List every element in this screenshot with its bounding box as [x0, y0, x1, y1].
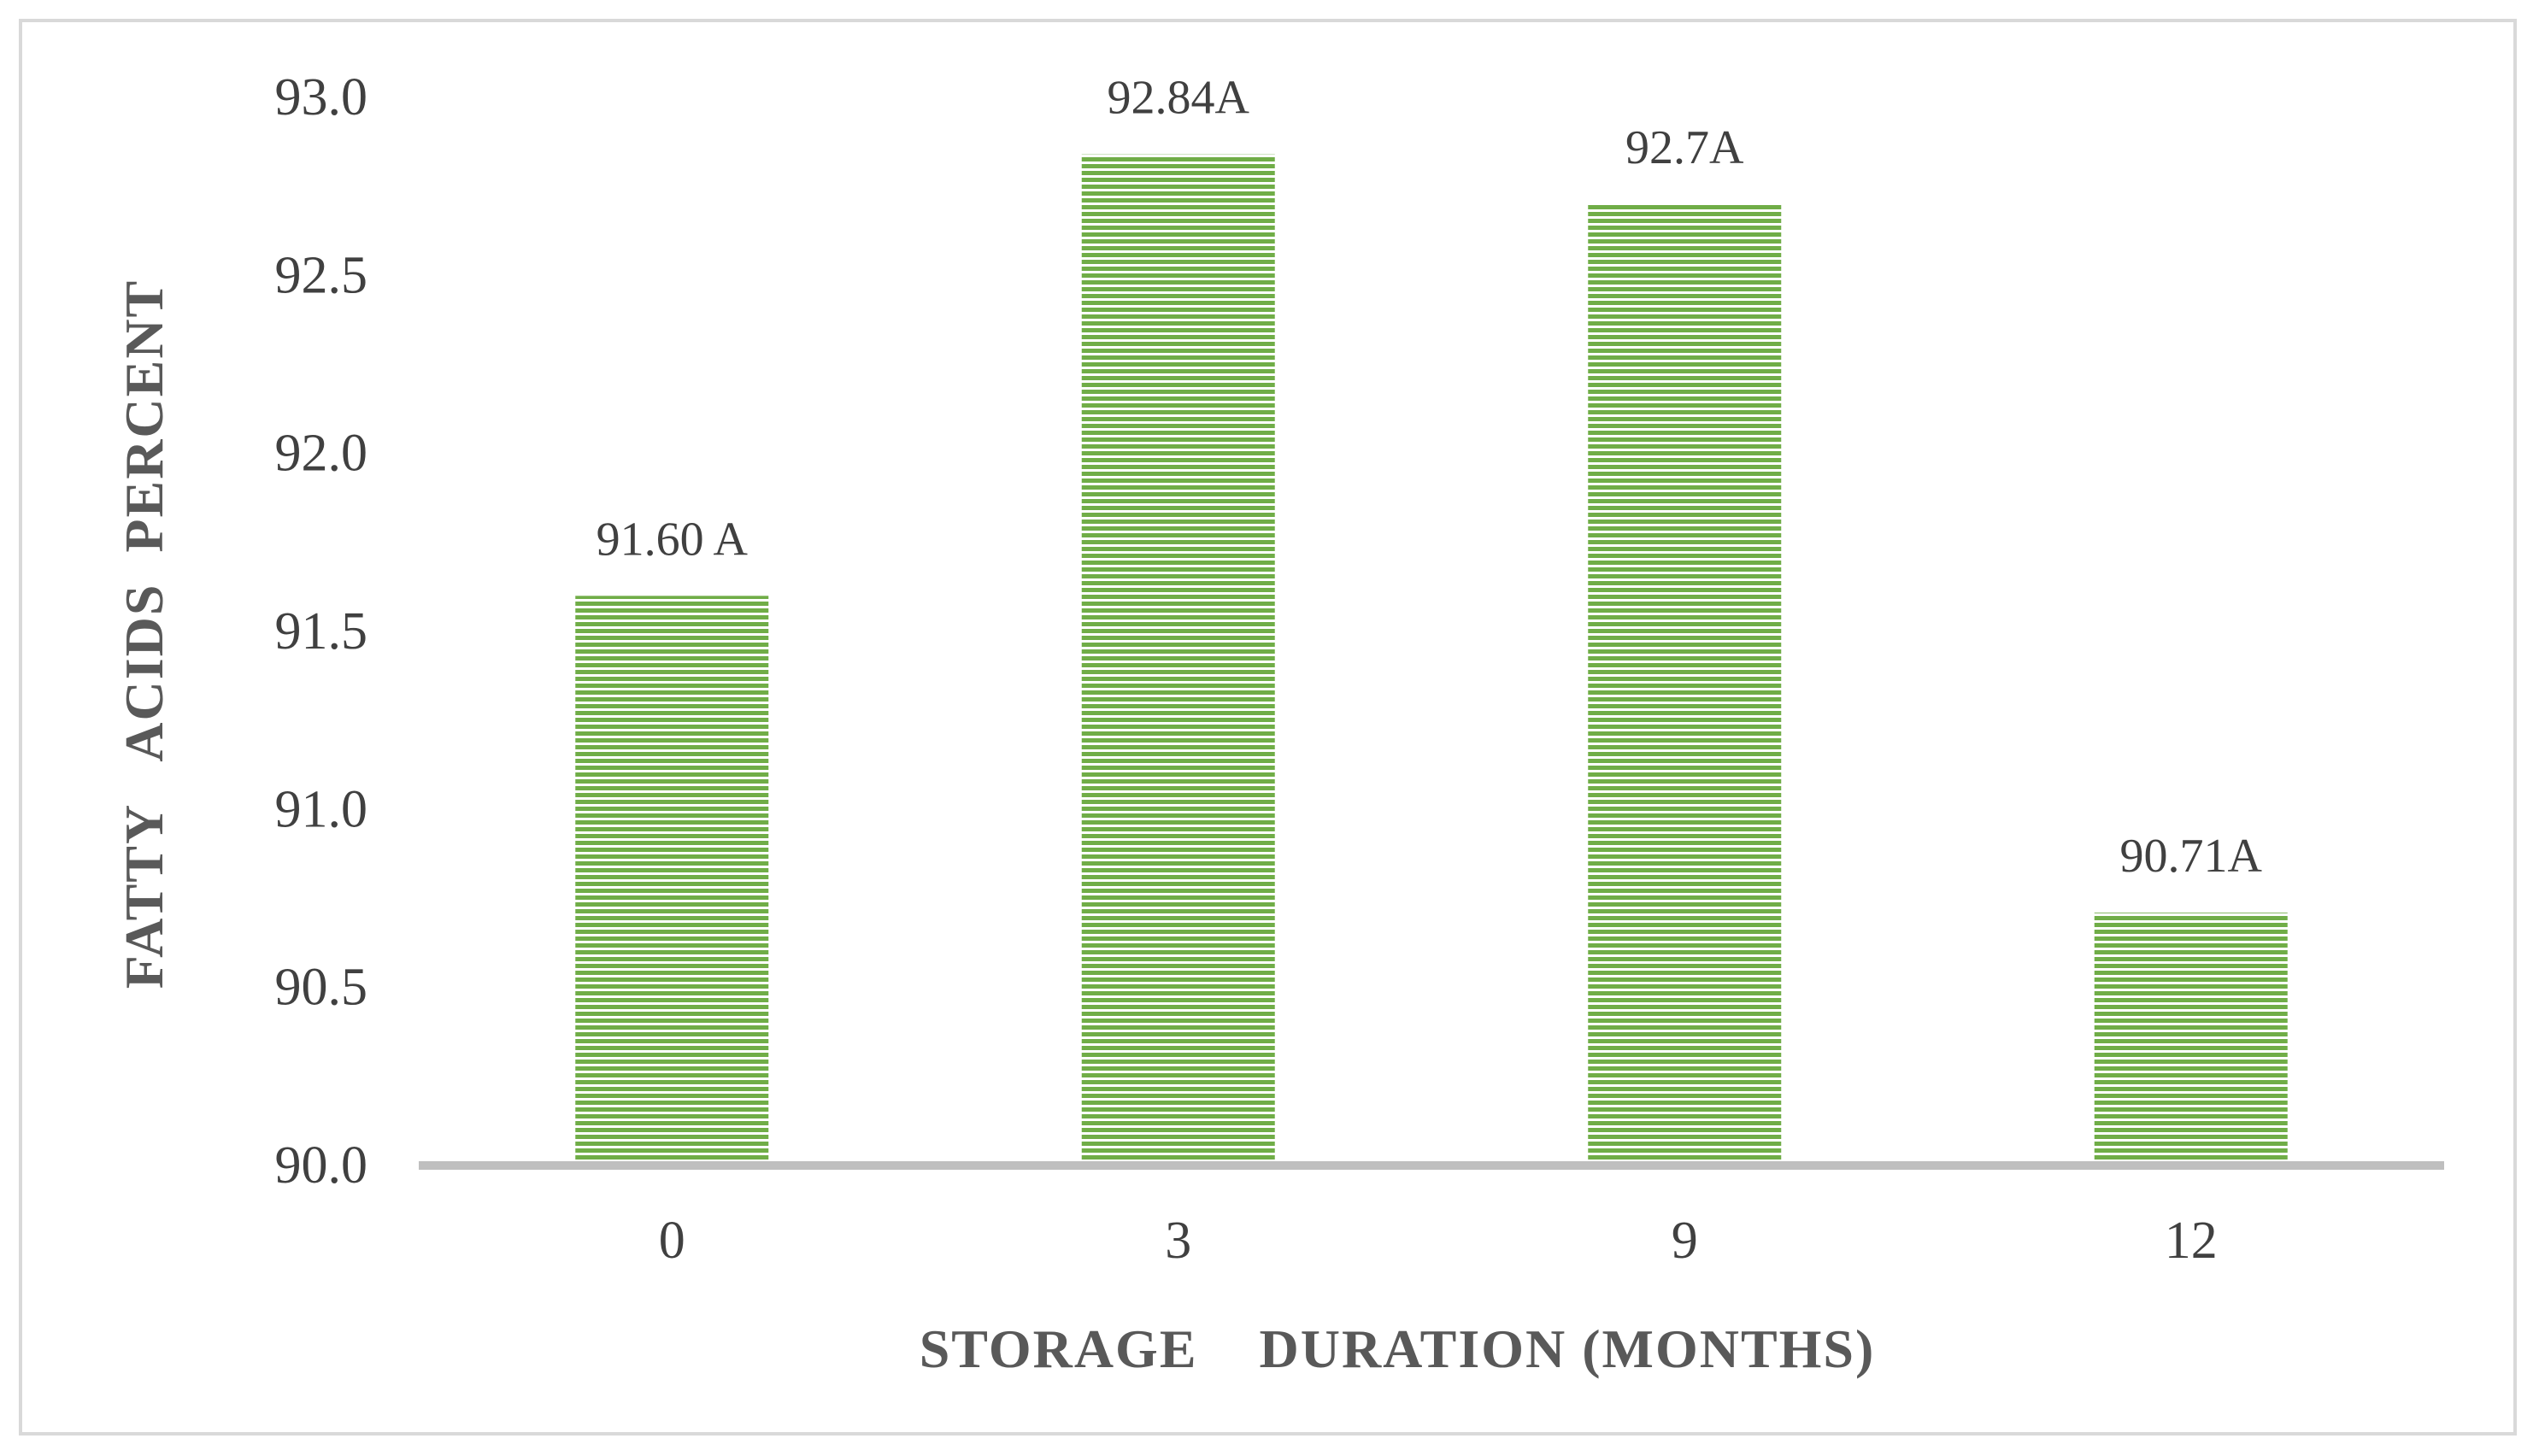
x-tick-label: 0 [659, 1212, 685, 1270]
bars [575, 154, 2288, 1166]
x-tick-label: 3 [1165, 1212, 1191, 1270]
y-axis-ticks: 90.0 90.5 91.0 91.5 92.0 92.5 93.0 [275, 68, 368, 1195]
y-tick-label: 91.0 [275, 780, 368, 838]
data-label: 92.7A [1625, 121, 1744, 174]
y-tick-label: 92.5 [275, 246, 368, 304]
y-tick-label: 92.0 [275, 425, 368, 483]
y-tick-label: 91.5 [275, 602, 368, 660]
y-axis-title: FATTY ACIDS PERCENT [114, 279, 174, 989]
x-tick-label: 12 [2165, 1212, 2218, 1270]
y-tick-label: 90.5 [275, 959, 368, 1017]
bar-3 [1081, 154, 1275, 1166]
x-axis-title: STORAGE DURATION (MONTHS) [920, 1318, 1876, 1379]
data-label: 92.84A [1108, 72, 1250, 125]
y-tick-label: 90.0 [275, 1136, 368, 1195]
bar-9 [1588, 204, 1782, 1165]
bar-0 [575, 596, 769, 1165]
data-label: 90.71A [2120, 830, 2263, 883]
data-labels: 91.60 A 92.84A 92.7A 90.71A [597, 72, 2263, 884]
y-tick-label: 93.0 [275, 68, 368, 126]
data-label: 91.60 A [597, 513, 749, 566]
x-axis-ticks: 0 3 9 12 [659, 1212, 2218, 1270]
x-tick-label: 9 [1672, 1212, 1698, 1270]
bar-12 [2094, 913, 2288, 1165]
